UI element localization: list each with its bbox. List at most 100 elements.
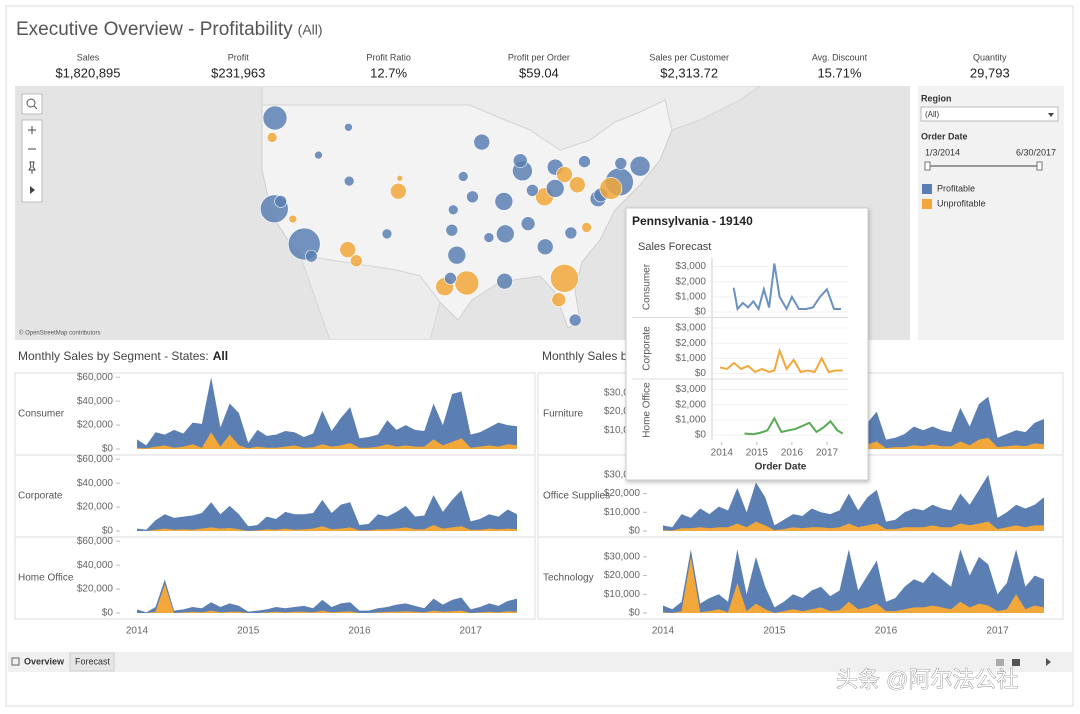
kpi-value: 12.7% [370,65,407,80]
y-tick-label: $30,000 [604,469,641,480]
map-point[interactable] [447,204,459,216]
map-point[interactable] [344,122,353,132]
nav-icon[interactable] [996,659,1004,666]
map-point[interactable] [445,223,459,237]
y-tick-label: $2,000 [675,338,706,349]
slider-handle[interactable] [924,161,931,171]
map-point[interactable] [483,232,495,243]
y-tick-label: $0 [695,430,707,441]
map-point[interactable] [274,195,288,208]
kpi-label: Sales [77,52,100,62]
x-tick-label: 2015 [237,626,260,637]
chart-title: Monthly Sales by Segment - States: [18,349,209,363]
x-tick-label: 2014 [652,626,675,637]
map-point[interactable] [349,254,363,268]
dashboard-subtitle: (All) [298,22,323,38]
map-point[interactable] [396,174,404,182]
map-point[interactable] [473,133,491,151]
y-tick-label: $60,000 [77,454,114,465]
row-label: Consumer [642,263,653,310]
nav-icon[interactable] [1046,658,1051,666]
nav-icon[interactable] [1012,659,1020,666]
y-tick-label: $0 [102,608,114,619]
tab-icon [11,657,20,666]
map-point[interactable] [444,272,457,285]
map-point[interactable] [520,216,536,231]
dashboard-title: Executive Overview - Profitability [16,19,293,40]
x-axis-label: Order Date [755,462,807,473]
tab-bar-bg [8,652,1072,672]
map-point[interactable] [288,214,298,224]
row-label: Home Office [18,573,74,584]
chart-title: Sales Forecast [638,241,711,253]
map-point[interactable] [314,150,323,160]
map-point[interactable] [550,264,579,293]
map-point[interactable] [564,226,578,240]
map-point[interactable] [466,190,479,204]
region-dropdown[interactable] [920,106,1059,122]
panel-frame [14,536,536,620]
x-tick-label: 2016 [875,626,898,637]
map-point[interactable] [343,175,355,187]
side-panel: Region (All) Order Date 1/3/2014 6/30/20… [918,86,1064,340]
side-panel-bg [918,86,1064,340]
area [137,579,517,613]
area [137,490,517,531]
y-tick-label: $20,000 [604,570,641,581]
search-button[interactable] [21,93,43,115]
map-point[interactable] [454,270,480,296]
row-label: Technology [543,573,594,584]
map-point[interactable] [569,176,586,194]
map-point[interactable] [551,292,567,307]
search-icon [33,105,38,110]
kpi-row: Sales $1,820,895 Profit $231,963 Profit Rati… [55,52,1009,80]
map-point[interactable] [494,192,514,211]
map-point[interactable] [599,177,623,200]
legend-swatch [922,199,932,209]
map-point[interactable] [629,155,651,177]
map-point[interactable] [526,184,539,197]
map-point[interactable] [457,171,469,182]
tab[interactable]: Overview [24,656,65,666]
x-tick-label: 2016 [348,626,371,637]
map-point[interactable] [305,249,318,263]
legend: Profitable Unprofitable [922,183,986,209]
x-tick-label: 2017 [816,448,839,459]
map-point[interactable] [581,222,592,233]
map-point[interactable] [568,313,582,327]
map-point[interactable] [447,245,467,265]
map-point[interactable] [381,228,393,240]
map-point[interactable] [578,155,591,168]
map-point[interactable] [556,166,573,183]
kpi-label: Profit Ratio [366,52,411,62]
y-tick-label: $30,000 [604,387,641,398]
map-point[interactable] [536,238,554,256]
map-point[interactable] [495,224,515,244]
map-point[interactable] [545,179,565,198]
y-tick-label: $0 [102,444,114,455]
map-point[interactable] [512,153,528,168]
map-point[interactable] [614,157,628,170]
kpi-value: $2,313.72 [660,65,718,80]
map-point[interactable] [339,241,357,258]
map-point[interactable] [262,105,288,131]
filter-label: Region [921,93,952,103]
kpi-label: Profit per Order [508,52,570,62]
y-tick-label: $0 [629,608,641,619]
x-tick-label: 2014 [711,448,734,459]
y-tick-label: $20,000 [77,502,114,513]
y-tick-label: $0 [102,526,114,537]
mexico-land [299,254,441,340]
zoom-controls[interactable] [21,119,43,203]
map-point[interactable] [266,132,278,143]
tab[interactable]: Forecast [75,656,111,666]
y-tick-label: $0 [629,526,641,537]
kpi-value: $1,820,895 [55,65,120,80]
map-point[interactable] [496,272,513,290]
y-tick-label: $20,000 [604,488,641,499]
map-point[interactable] [390,182,407,200]
date-start: 1/3/2014 [925,147,960,157]
y-tick-label: $1,000 [675,291,706,302]
line [744,416,844,436]
slider-handle[interactable] [1036,161,1043,171]
